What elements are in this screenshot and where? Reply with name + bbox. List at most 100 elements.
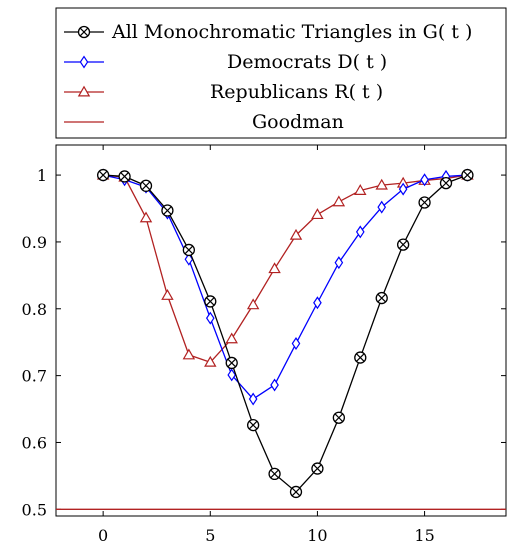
- series-layer: [56, 168, 506, 510]
- data-point-0: [139, 179, 153, 192]
- marker-triangle: [375, 178, 388, 190]
- data-point-2: [311, 208, 324, 220]
- plot-frame: [55, 144, 507, 517]
- x-tick-label: 0: [98, 526, 108, 545]
- marker-cross-b: [120, 172, 129, 181]
- marker-diamond: [227, 368, 237, 382]
- marker-diamond: [248, 392, 258, 406]
- data-point-2: [289, 228, 303, 240]
- data-point-1: [334, 256, 344, 270]
- y-tick-label: 0.7: [22, 367, 47, 386]
- data-point-1: [205, 311, 215, 325]
- legend: All Monochromatic Triangles in G( t ) De…: [55, 7, 507, 139]
- data-point-1: [355, 225, 365, 239]
- data-point-1: [270, 378, 279, 392]
- legend-box: [55, 7, 507, 139]
- marker-triangle: [332, 195, 346, 207]
- series-0: [96, 168, 474, 499]
- marker-cross-b: [334, 413, 344, 423]
- ticks: 0 5 10 15 0.5 0.6 0.7 0.8 0.9 1: [22, 145, 506, 545]
- data-point-2: [246, 298, 260, 310]
- marker-diamond: [334, 256, 344, 270]
- marker-diamond: [420, 173, 429, 187]
- marker-cross-b: [313, 464, 322, 473]
- marker-cross-b: [141, 181, 151, 191]
- x-tick-label: 15: [414, 526, 434, 545]
- data-point-0: [439, 176, 453, 190]
- marker-cross-b: [205, 297, 215, 306]
- data-point-0: [118, 170, 131, 183]
- data-point-0: [161, 204, 174, 217]
- marker-triangle: [268, 262, 281, 274]
- marker-diamond: [291, 337, 301, 351]
- data-point-0: [268, 467, 281, 481]
- series-1: [98, 168, 472, 406]
- data-point-1: [377, 200, 387, 214]
- marker-cross-b: [184, 245, 194, 255]
- marker-cross-b: [270, 469, 279, 479]
- marker-triangle: [225, 332, 238, 344]
- data-point-1: [313, 296, 322, 310]
- marker-diamond: [79, 55, 89, 69]
- marker-diamond: [355, 225, 365, 239]
- marker-diamond: [377, 200, 387, 214]
- y-tick-label: 1: [37, 166, 47, 185]
- data-point-2: [332, 195, 346, 207]
- y-tick-label: 0.6: [22, 433, 47, 452]
- data-point-0: [96, 168, 110, 182]
- marker-cross-b: [420, 198, 429, 207]
- marker-triangle: [204, 355, 217, 367]
- data-point-2: [139, 211, 153, 223]
- series-line-0: [103, 174, 468, 493]
- marker-triangle: [161, 288, 174, 300]
- series-2: [96, 168, 474, 367]
- data-point-1: [248, 392, 258, 406]
- data-point-1: [291, 337, 301, 351]
- legend-label-2: Republicans R( t ): [210, 81, 383, 103]
- legend-label-0: All Monochromatic Triangles in G( t ): [111, 21, 472, 43]
- marker-triangle: [77, 85, 91, 97]
- legend-entry-2: Republicans R( t ): [64, 81, 383, 103]
- marker-triangle: [139, 211, 153, 223]
- data-point-0: [332, 411, 346, 424]
- data-point-2: [161, 288, 174, 300]
- marker-cross-b: [248, 420, 258, 430]
- marker-cross-b: [291, 487, 301, 497]
- marker-cross-b: [463, 170, 472, 180]
- series-line-1: [103, 174, 468, 400]
- marker-triangle: [246, 298, 260, 310]
- marker-cross-b: [163, 206, 172, 215]
- legend-label-3: Goodman: [252, 111, 344, 133]
- legend-marker-0: [77, 25, 91, 39]
- y-tick-label: 0.9: [22, 233, 47, 252]
- data-point-2: [204, 355, 217, 367]
- marker-diamond: [398, 182, 408, 196]
- legend-entry-3: Goodman: [64, 111, 344, 133]
- marker-cross-b: [98, 170, 108, 180]
- data-point-1: [227, 368, 237, 382]
- marker-triangle: [354, 184, 367, 195]
- data-point-0: [375, 291, 388, 305]
- x-tick-label: 10: [307, 526, 327, 545]
- data-point-0: [204, 295, 217, 308]
- data-point-0: [311, 462, 324, 475]
- marker-cross-b: [355, 353, 365, 362]
- marker-triangle: [182, 348, 196, 360]
- x-tick-label: 5: [205, 526, 215, 545]
- legend-label-1: Democrats D( t ): [227, 51, 387, 73]
- legend-marker-symbol-0: [77, 25, 91, 39]
- data-point-0: [246, 418, 260, 432]
- marker-cross-b: [441, 178, 451, 188]
- marker-cross-b: [377, 293, 387, 303]
- marker-cross-b: [79, 27, 89, 37]
- data-point-2: [268, 262, 281, 274]
- legend-marker-2: [77, 85, 91, 97]
- marker-triangle: [311, 208, 324, 220]
- data-point-0: [461, 168, 474, 182]
- marker-cross-b: [398, 240, 408, 249]
- marker-cross-b: [227, 358, 237, 368]
- legend-entry-1: Democrats D( t ): [64, 51, 387, 73]
- data-point-0: [354, 351, 367, 364]
- data-point-2: [375, 178, 388, 190]
- data-point-1: [184, 252, 194, 266]
